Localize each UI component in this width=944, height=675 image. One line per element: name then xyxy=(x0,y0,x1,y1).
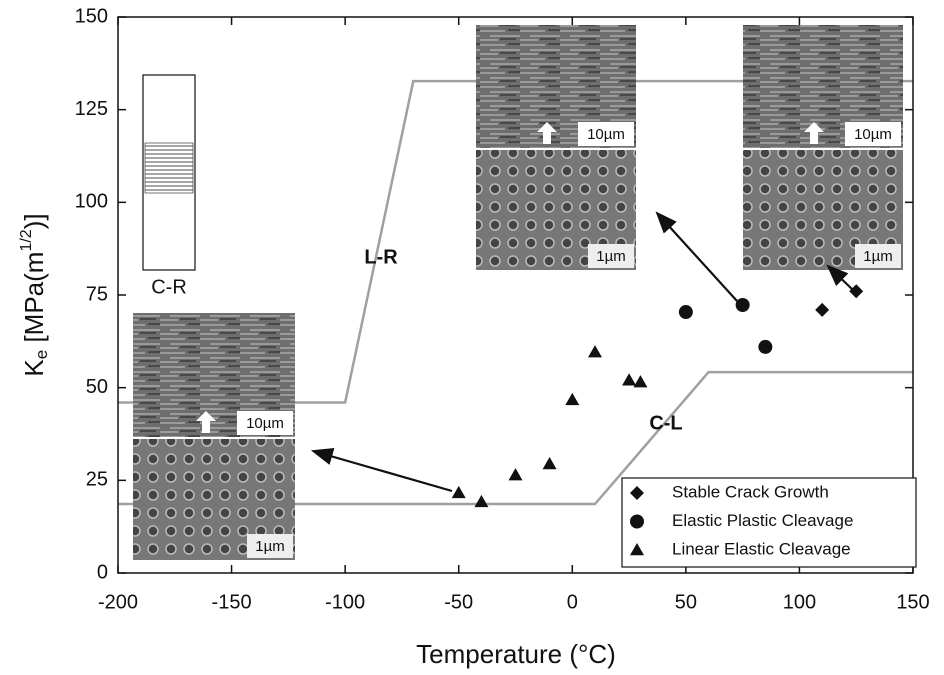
point xyxy=(758,339,773,354)
scale-label: 10µm xyxy=(246,415,284,432)
point xyxy=(678,305,693,320)
legend-label: Stable Crack Growth xyxy=(672,482,829,501)
micrographs: 10µm 1µm 10µm 1µm 10µm 1µm xyxy=(133,25,903,560)
y-tick-label: 125 xyxy=(75,98,108,120)
point xyxy=(633,375,648,388)
arrow xyxy=(310,448,453,493)
point xyxy=(451,485,466,499)
legend-label: Linear Elastic Cleavage xyxy=(672,539,851,558)
legend-label: Elastic Plastic Cleavage xyxy=(672,511,853,530)
scale-label: 10µm xyxy=(854,126,892,143)
y-title-part: K xyxy=(19,359,49,377)
scale-box xyxy=(237,411,293,435)
direction-arrow xyxy=(804,122,824,144)
y-tick-label: 25 xyxy=(86,469,108,491)
y-tick-label: 50 xyxy=(86,376,108,398)
arrow xyxy=(655,211,738,302)
x-axis-title: Temperature (°C) xyxy=(416,639,616,669)
point xyxy=(588,345,602,358)
point xyxy=(565,392,580,406)
legend: Stable Crack Growth Elastic Plastic Cleav… xyxy=(621,477,917,568)
y-tick-label: 0 xyxy=(97,561,108,583)
arrows xyxy=(310,211,854,493)
legend-marker xyxy=(630,543,644,556)
direction-arrow xyxy=(537,122,557,144)
curve-label: C-L xyxy=(649,412,682,434)
legend-box xyxy=(621,477,917,568)
scale-box xyxy=(578,122,634,146)
arrow xyxy=(826,264,854,291)
y-title-sup: 1/2 xyxy=(18,229,35,251)
point xyxy=(622,373,637,386)
scale-box xyxy=(855,244,901,268)
x-tick-label: -50 xyxy=(444,591,473,613)
point xyxy=(815,302,830,317)
y-title-sub: e xyxy=(32,350,51,359)
point xyxy=(849,284,864,299)
y-tick-label: 100 xyxy=(75,191,108,213)
scale-label: 1µm xyxy=(596,248,625,265)
x-tick-label: 100 xyxy=(783,591,816,613)
x-tick-label: 150 xyxy=(896,591,929,613)
point xyxy=(542,457,557,470)
scale-box xyxy=(247,534,293,558)
legend-marker xyxy=(630,486,644,500)
y-axis-title: Ke [MPa(m1/2)] xyxy=(18,213,51,376)
scale-label: 1µm xyxy=(863,248,892,265)
point xyxy=(735,298,750,313)
x-tick-label: -150 xyxy=(212,591,252,613)
y-tick-label: 75 xyxy=(86,283,108,305)
legend-marker xyxy=(630,514,644,529)
scale-label: 10µm xyxy=(587,126,625,143)
scale-box xyxy=(588,244,634,268)
scale-box xyxy=(845,122,901,146)
point xyxy=(474,494,489,508)
curve-label: L-R xyxy=(364,246,398,268)
axes: -200 -150 -100 -50 0 50 100 150 0 25 50 75 100 125 150 xyxy=(75,5,930,613)
x-tick-label: -100 xyxy=(325,591,365,613)
direction-arrow xyxy=(196,411,216,433)
x-tick-label: 50 xyxy=(675,591,697,613)
scale-label: 1µm xyxy=(255,538,284,555)
y-tick-label: 150 xyxy=(75,5,108,27)
x-tick-label: 0 xyxy=(567,591,578,613)
cr-schematic: C-R xyxy=(142,74,196,298)
inset-label: C-R xyxy=(151,276,187,298)
point xyxy=(508,468,523,481)
y-title-part: [MPa(m xyxy=(19,252,49,350)
x-tick-label: -200 xyxy=(98,591,138,613)
y-title-part: )] xyxy=(19,213,49,229)
cr-hatch xyxy=(144,142,194,194)
curve xyxy=(118,370,913,506)
